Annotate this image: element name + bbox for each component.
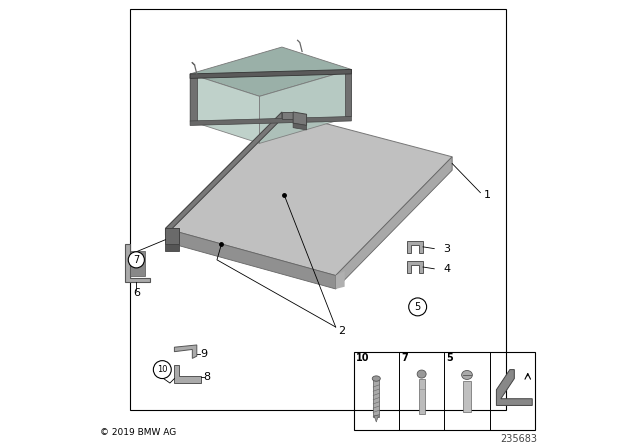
- Text: 6: 6: [133, 289, 140, 298]
- Polygon shape: [336, 157, 452, 289]
- Ellipse shape: [417, 370, 426, 378]
- Polygon shape: [174, 345, 197, 358]
- Polygon shape: [165, 244, 179, 251]
- Text: © 2019 BMW AG: © 2019 BMW AG: [100, 428, 177, 437]
- Text: 5: 5: [415, 302, 420, 312]
- Polygon shape: [190, 116, 351, 125]
- Polygon shape: [165, 228, 179, 242]
- Circle shape: [128, 252, 145, 268]
- Text: 7: 7: [401, 353, 408, 363]
- Polygon shape: [190, 69, 351, 78]
- Bar: [373, 379, 380, 417]
- Polygon shape: [407, 241, 423, 253]
- Polygon shape: [336, 271, 345, 289]
- Polygon shape: [407, 261, 423, 273]
- Polygon shape: [125, 244, 150, 282]
- Polygon shape: [374, 416, 378, 422]
- Ellipse shape: [372, 376, 380, 381]
- Text: 3: 3: [443, 244, 450, 254]
- Text: 2: 2: [338, 326, 345, 336]
- Polygon shape: [345, 69, 351, 116]
- Polygon shape: [165, 112, 282, 235]
- Polygon shape: [282, 112, 293, 119]
- Bar: [419, 379, 425, 414]
- Text: 5: 5: [447, 353, 453, 363]
- Polygon shape: [174, 365, 202, 383]
- Polygon shape: [293, 123, 307, 130]
- Polygon shape: [165, 228, 179, 244]
- Bar: [463, 381, 470, 412]
- Ellipse shape: [461, 370, 472, 379]
- Bar: [130, 251, 145, 276]
- Text: 4: 4: [443, 264, 451, 274]
- Circle shape: [154, 361, 172, 379]
- Bar: [353, 352, 535, 430]
- Polygon shape: [165, 228, 336, 289]
- Polygon shape: [497, 370, 532, 405]
- Text: 10: 10: [356, 353, 369, 363]
- Text: 7: 7: [133, 255, 140, 265]
- Text: 1: 1: [484, 190, 490, 200]
- Text: 235683: 235683: [500, 434, 538, 444]
- Circle shape: [409, 298, 427, 316]
- Polygon shape: [293, 112, 307, 125]
- Polygon shape: [190, 47, 351, 96]
- Polygon shape: [260, 69, 351, 143]
- Polygon shape: [190, 74, 260, 143]
- Polygon shape: [190, 74, 197, 121]
- Text: 8: 8: [204, 372, 211, 382]
- Text: 10: 10: [157, 365, 168, 374]
- Text: 9: 9: [200, 349, 207, 359]
- Bar: [130, 9, 506, 410]
- Polygon shape: [165, 112, 452, 276]
